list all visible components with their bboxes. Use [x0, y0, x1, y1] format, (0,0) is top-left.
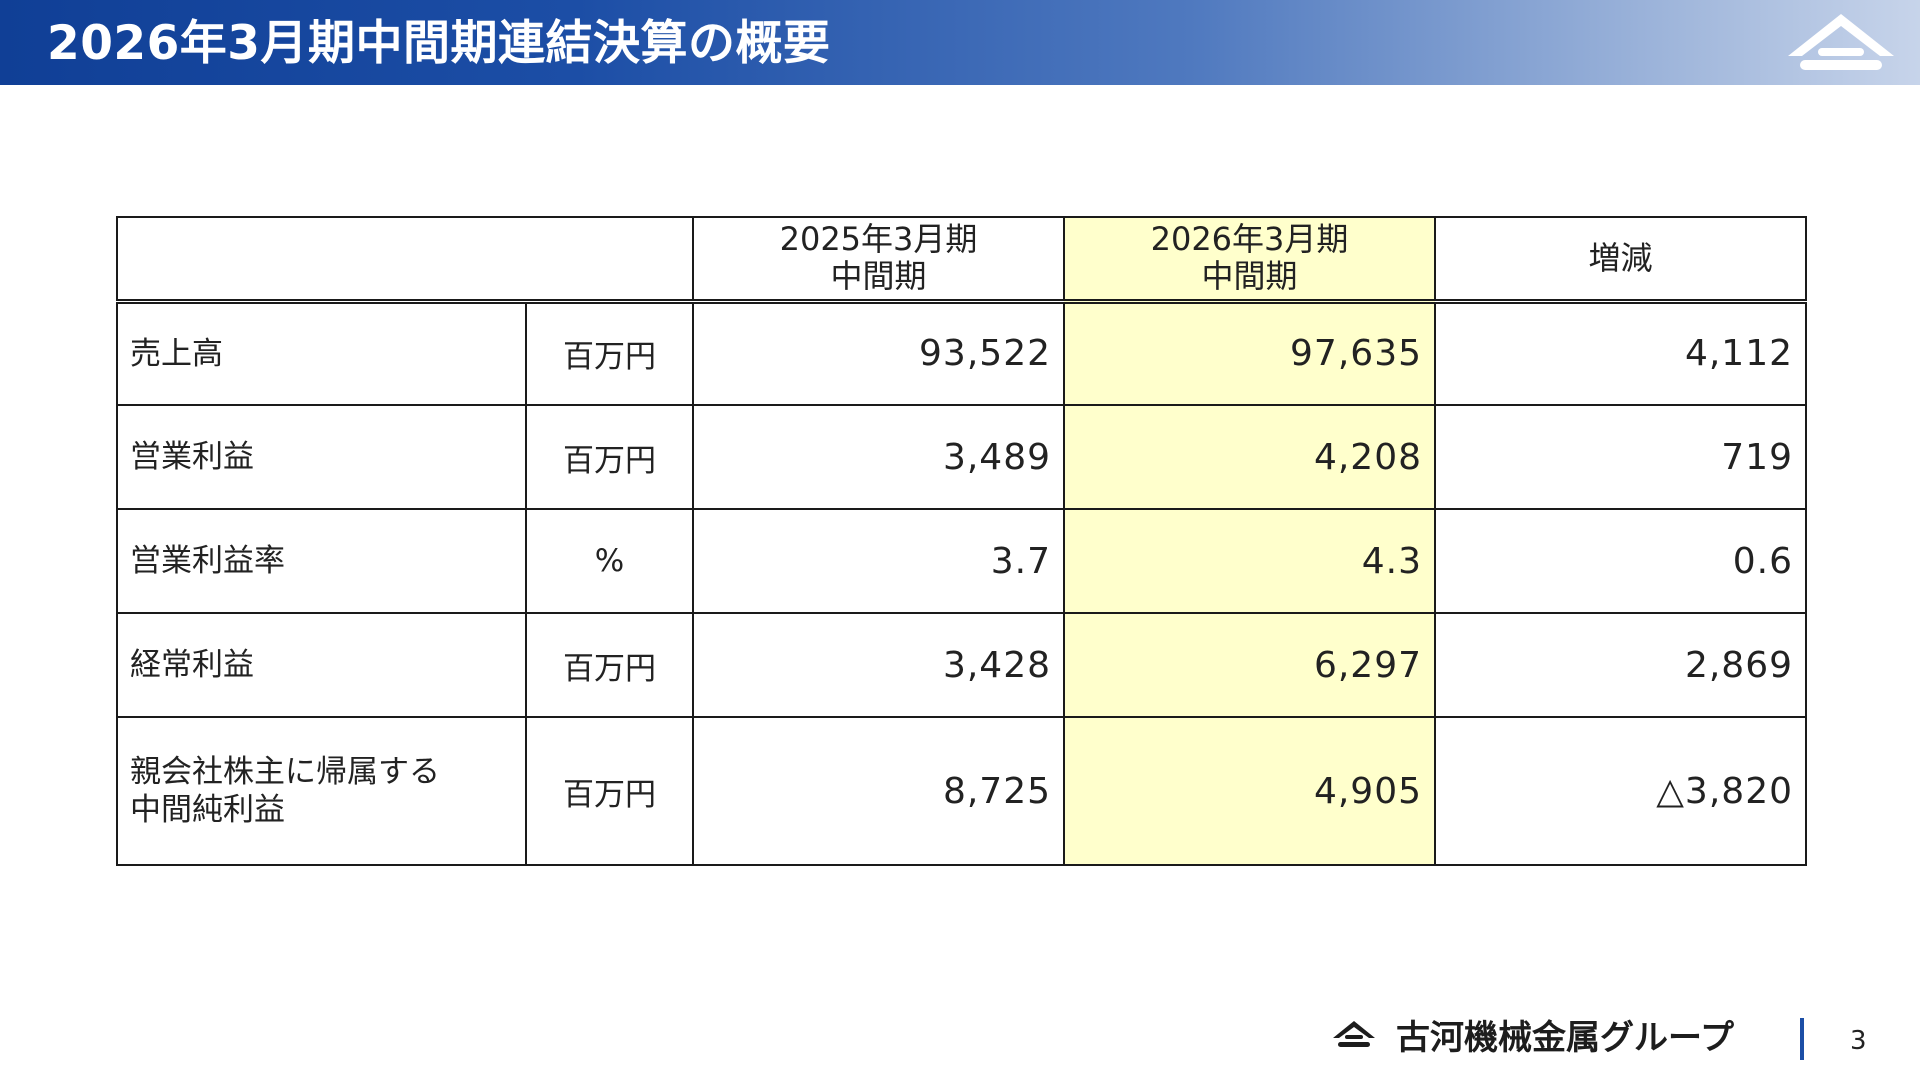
row-item-label: 売上高: [116, 300, 527, 406]
row-unit: 百万円: [525, 300, 694, 406]
footer-divider: [1800, 1018, 1804, 1060]
row-item-text: 営業利益率: [130, 543, 285, 579]
row-prev-value: 8,725: [692, 716, 1065, 866]
header-cell-prev-period: 2025年3月期 中間期: [692, 216, 1065, 304]
row-curr-value: 4,208: [1063, 404, 1436, 510]
table-row: 営業利益率 % 3.7 4.3 0.6: [116, 508, 1807, 614]
row-change-value: 2,869: [1434, 612, 1807, 718]
furukawa-logo-icon: [1788, 14, 1894, 70]
row-item-label: 経常利益: [116, 612, 527, 718]
row-item-text: 経常利益: [130, 647, 254, 683]
row-change-value: 0.6: [1434, 508, 1807, 614]
row-curr-value: 4,905: [1063, 716, 1436, 866]
results-table: 2025年3月期 中間期 2026年3月期 中間期 増減 売上高 百万円 93,…: [116, 216, 1807, 866]
header-cell-change: 増減: [1434, 216, 1807, 304]
row-unit: %: [525, 508, 694, 614]
table-row: 親会社株主に帰属する 中間純利益 百万円 8,725 4,905 △3,820: [116, 716, 1807, 866]
row-item-text: 売上高: [130, 335, 223, 372]
page-title: 2026年3月期中間期連結決算の概要: [47, 16, 831, 71]
row-item-label: 営業利益率: [116, 508, 527, 614]
row-item-text: 親会社株主に帰属する: [130, 754, 440, 790]
header-banner: 2026年3月期中間期連結決算の概要: [0, 0, 1920, 85]
footer-company-name: 古河機械金属グループ: [1396, 1018, 1734, 1058]
row-prev-value: 93,522: [692, 300, 1065, 406]
row-prev-value: 3,489: [692, 404, 1065, 510]
header-curr-line2: 中間期: [1201, 257, 1298, 296]
table-row: 売上高 百万円 93,522 97,635 4,112: [116, 300, 1807, 406]
header-curr-line1: 2026年3月期: [1150, 220, 1349, 259]
row-prev-value: 3,428: [692, 612, 1065, 718]
row-curr-value: 6,297: [1063, 612, 1436, 718]
table-row: 経常利益 百万円 3,428 6,297 2,869: [116, 612, 1807, 718]
page-number: 3: [1850, 1026, 1867, 1056]
row-item-text: 営業利益: [130, 439, 254, 475]
row-change-value: △3,820: [1434, 716, 1807, 866]
row-change-value: 4,112: [1434, 300, 1807, 406]
row-item-label: 親会社株主に帰属する 中間純利益: [116, 716, 527, 866]
row-unit: 百万円: [525, 716, 694, 866]
header-change-label: 増減: [1588, 238, 1653, 277]
header-cell-empty: [116, 216, 694, 304]
table-header-row: 2025年3月期 中間期 2026年3月期 中間期 増減: [116, 216, 1807, 304]
row-change-value: 719: [1434, 404, 1807, 510]
header-prev-line2: 中間期: [830, 257, 927, 296]
row-curr-value: 4.3: [1063, 508, 1436, 614]
row-prev-value: 3.7: [692, 508, 1065, 614]
header-prev-line1: 2025年3月期: [779, 220, 978, 259]
row-item-label: 営業利益: [116, 404, 527, 510]
furukawa-footer-logo-icon: [1333, 1021, 1375, 1047]
row-item-text-line2: 中間純利益: [130, 792, 285, 828]
header-cell-curr-period: 2026年3月期 中間期: [1063, 216, 1436, 304]
row-unit: 百万円: [525, 612, 694, 718]
row-unit: 百万円: [525, 404, 694, 510]
table-row: 営業利益 百万円 3,489 4,208 719: [116, 404, 1807, 510]
row-curr-value: 97,635: [1063, 300, 1436, 406]
